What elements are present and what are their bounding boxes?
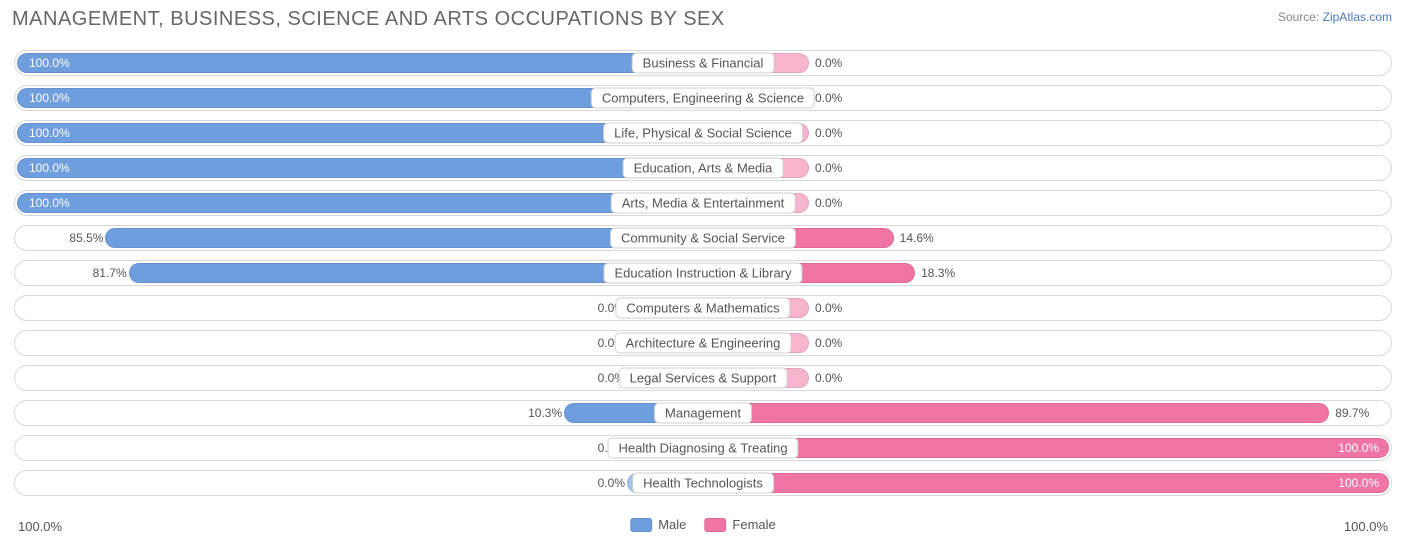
- axis-right-label: 100.0%: [1344, 519, 1388, 534]
- value-female: 0.0%: [815, 336, 842, 350]
- row-label: Health Diagnosing & Treating: [607, 438, 798, 459]
- chart-row: Computers, Engineering & Science 100.0% 0.…: [14, 85, 1392, 111]
- bar-female: [704, 403, 1329, 423]
- value-male: 85.5%: [69, 231, 103, 245]
- value-female: 89.7%: [1335, 406, 1369, 420]
- axis-area: 100.0% 100.0% Male Female: [14, 517, 1392, 541]
- row-label: Legal Services & Support: [619, 368, 788, 389]
- bar-female: [704, 438, 1389, 458]
- chart-row: Management 10.3% 89.7%: [14, 400, 1392, 426]
- value-female: 0.0%: [815, 196, 842, 210]
- chart-rows: Business & Financial100.0%0.0%Computers,…: [14, 50, 1392, 505]
- legend-male-swatch: [630, 518, 652, 532]
- row-label: Education, Arts & Media: [623, 158, 784, 179]
- row-label: Architecture & Engineering: [615, 333, 792, 354]
- row-label: Arts, Media & Entertainment: [611, 193, 796, 214]
- value-male: 100.0%: [29, 56, 70, 70]
- value-female: 14.6%: [900, 231, 934, 245]
- value-female: 0.0%: [815, 126, 842, 140]
- chart-row: Arts, Media & Entertainment 100.0% 0.0%: [14, 190, 1392, 216]
- chart-row: Legal Services & Support0.0%0.0%: [14, 365, 1392, 391]
- chart-row: Architecture & Engineering0.0%0.0%: [14, 330, 1392, 356]
- bar-male: [17, 123, 702, 143]
- value-female: 0.0%: [815, 91, 842, 105]
- row-label: Life, Physical & Social Science: [603, 123, 803, 144]
- legend-male: Male: [630, 517, 686, 532]
- chart-title: MANAGEMENT, BUSINESS, SCIENCE AND ARTS O…: [12, 8, 725, 31]
- chart-row: Computers & Mathematics0.0%0.0%: [14, 295, 1392, 321]
- bar-male: [17, 193, 702, 213]
- value-female: 0.0%: [815, 56, 842, 70]
- value-female: 18.3%: [921, 266, 955, 280]
- value-male: 100.0%: [29, 161, 70, 175]
- chart-row: Health Diagnosing & Treating0.0%100.0%: [14, 435, 1392, 461]
- chart-row: Life, Physical & Social Science 100.0% 0.0…: [14, 120, 1392, 146]
- value-female: 0.0%: [815, 371, 842, 385]
- legend: Male Female: [630, 517, 776, 532]
- row-label: Computers, Engineering & Science: [591, 88, 815, 109]
- row-label: Health Technologists: [632, 473, 774, 494]
- value-male: 81.7%: [93, 266, 127, 280]
- legend-female-label: Female: [732, 517, 775, 532]
- row-label: Community & Social Service: [610, 228, 796, 249]
- row-label: Business & Financial: [632, 53, 775, 74]
- chart-row: Education, Arts & Media 100.0% 0.0%: [14, 155, 1392, 181]
- row-label: Computers & Mathematics: [615, 298, 790, 319]
- source-attribution: Source: ZipAtlas.com: [1278, 10, 1392, 24]
- value-female: 100.0%: [1338, 476, 1379, 490]
- axis-left-label: 100.0%: [18, 519, 62, 534]
- value-female: 0.0%: [815, 301, 842, 315]
- chart-row: Health Technologists 0.0% 100.0%: [14, 470, 1392, 496]
- value-male: 100.0%: [29, 196, 70, 210]
- row-label: Management: [654, 403, 752, 424]
- value-male: 100.0%: [29, 126, 70, 140]
- value-female: 0.0%: [815, 161, 842, 175]
- row-label: Education Instruction & Library: [603, 263, 802, 284]
- bar-female: [704, 473, 1389, 493]
- legend-male-label: Male: [658, 517, 686, 532]
- bar-male: [17, 53, 702, 73]
- source-site: ZipAtlas.com: [1323, 10, 1392, 24]
- value-female: 100.0%: [1338, 441, 1379, 455]
- source-label: Source:: [1278, 10, 1319, 24]
- value-male: 100.0%: [29, 91, 70, 105]
- chart-row: Education Instruction & Library 81.7% 18.3…: [14, 260, 1392, 286]
- value-male: 10.3%: [528, 406, 562, 420]
- bar-male: [17, 158, 702, 178]
- legend-female-swatch: [704, 518, 726, 532]
- chart-row: Business & Financial 100.0% 0.0%: [14, 50, 1392, 76]
- value-male: 0.0%: [598, 476, 625, 490]
- legend-female: Female: [704, 517, 775, 532]
- chart-row: Community & Social Service 85.5% 14.6%: [14, 225, 1392, 251]
